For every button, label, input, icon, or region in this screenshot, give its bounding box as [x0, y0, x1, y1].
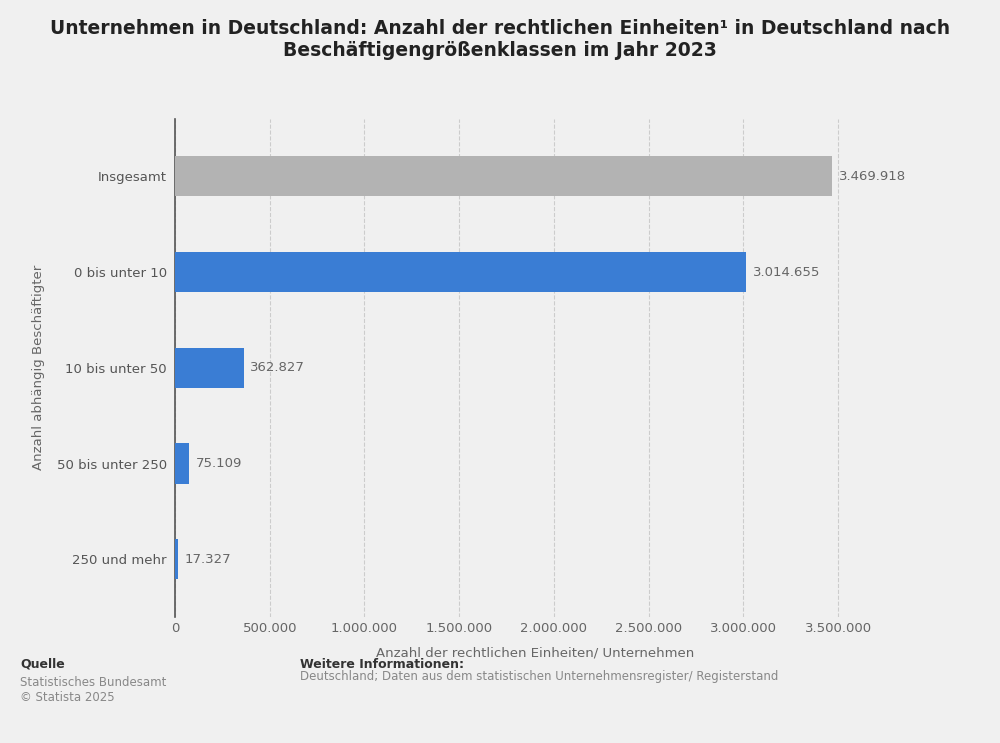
X-axis label: Anzahl der rechtlichen Einheiten/ Unternehmen: Anzahl der rechtlichen Einheiten/ Untern…: [376, 646, 694, 659]
Bar: [175, 539, 178, 580]
Bar: [175, 252, 746, 292]
Text: Statistisches Bundesamt
© Statista 2025: Statistisches Bundesamt © Statista 2025: [20, 676, 166, 704]
Bar: [175, 348, 244, 388]
Text: Unternehmen in Deutschland: Anzahl der rechtlichen Einheiten¹ in Deutschland nac: Unternehmen in Deutschland: Anzahl der r…: [50, 19, 950, 59]
Text: Quelle: Quelle: [20, 658, 65, 670]
Text: 75.109: 75.109: [196, 457, 242, 470]
Text: 3.014.655: 3.014.655: [753, 265, 820, 279]
Text: 17.327: 17.327: [185, 553, 232, 565]
Bar: [175, 156, 832, 196]
Bar: [175, 444, 189, 484]
Text: Weitere Informationen:: Weitere Informationen:: [300, 658, 464, 670]
Text: 362.827: 362.827: [250, 361, 305, 374]
Y-axis label: Anzahl abhängig Beschäftigter: Anzahl abhängig Beschäftigter: [32, 265, 45, 470]
Text: 3.469.918: 3.469.918: [839, 170, 906, 183]
Text: Deutschland; Daten aus dem statistischen Unternehmensregister/ Registerstand: Deutschland; Daten aus dem statistischen…: [300, 670, 778, 683]
